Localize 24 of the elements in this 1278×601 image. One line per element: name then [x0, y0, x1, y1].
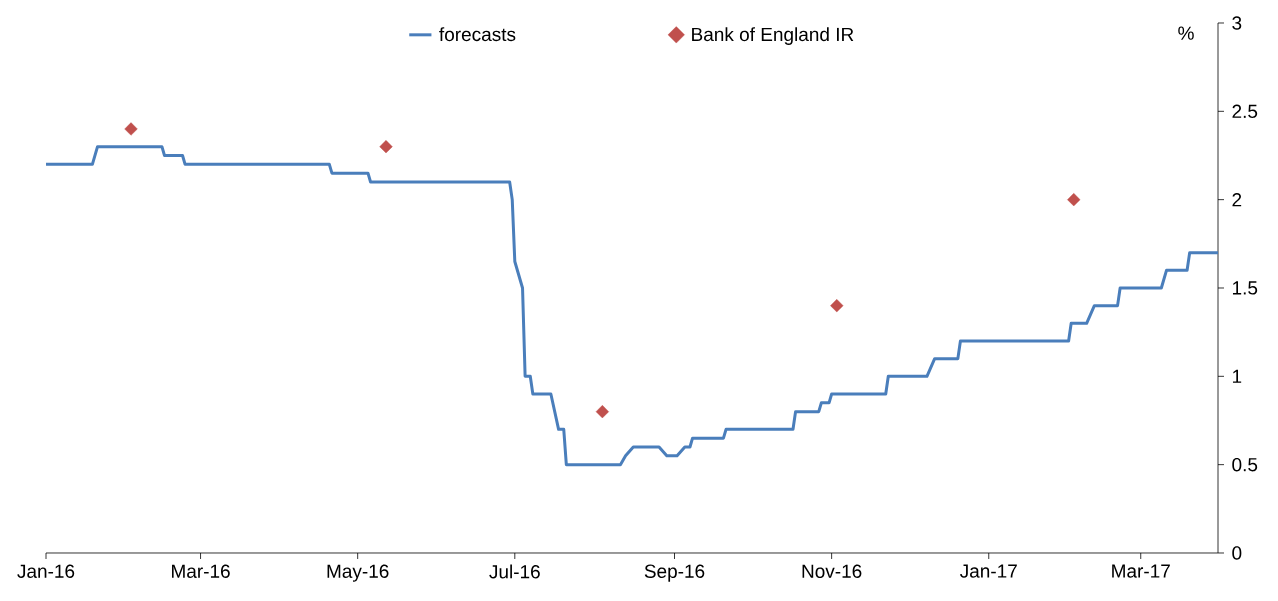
x-tick-label: Nov-16	[802, 564, 862, 578]
x-tick-label: Mar-17	[1112, 564, 1170, 578]
y-tick-label: 1.5	[1232, 281, 1258, 295]
y-tick-label: 0.5	[1232, 457, 1258, 472]
point	[1067, 193, 1081, 207]
line-series	[44, 145, 1220, 467]
y-tick-label: 1	[1232, 369, 1242, 383]
point	[379, 140, 393, 154]
y-tick-label: 3	[1232, 16, 1242, 30]
y-tick-label: 2	[1232, 193, 1242, 207]
point	[595, 405, 609, 419]
x-tick-label: Jul-16	[489, 564, 540, 579]
legend-label: Bank of England IR	[692, 27, 854, 45]
y-axis-title: %	[1178, 26, 1194, 40]
x-tick-label: Sep-16	[644, 564, 705, 582]
x-tick-label: Mar-16	[172, 564, 230, 578]
point	[830, 299, 844, 313]
x-tick-label: May-16	[327, 564, 389, 582]
x-tick-label: Jan-16	[17, 564, 75, 578]
y-tick-label: 0	[1232, 546, 1242, 560]
x-tick-label: Jan-17	[960, 564, 1017, 578]
legend-label: forecasts	[439, 27, 516, 42]
y-tick-label: 2.5	[1232, 104, 1258, 119]
point	[124, 122, 138, 136]
